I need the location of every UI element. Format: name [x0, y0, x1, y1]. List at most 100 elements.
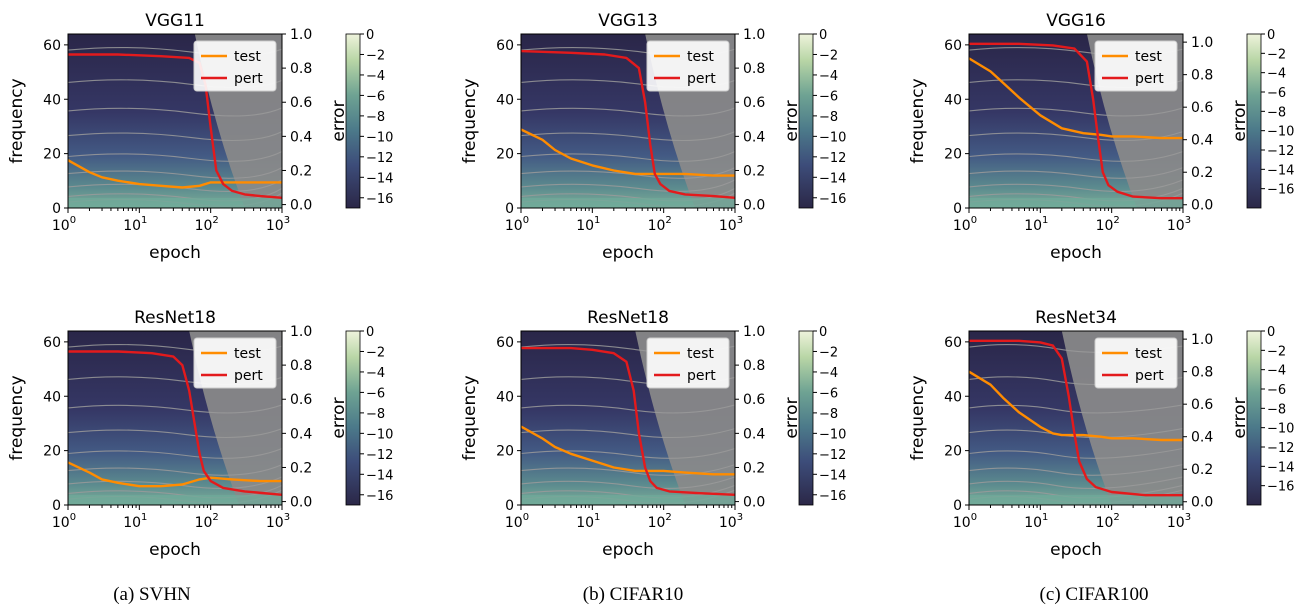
legend-label-pert: pert: [234, 71, 263, 87]
chart-title: VGG13: [598, 11, 658, 31]
series-line-pert: [68, 350, 282, 496]
right-tick-label: 0.2: [290, 460, 312, 476]
x-tick-label: 100: [953, 215, 977, 234]
colorbar-tick-label: −4: [819, 366, 838, 381]
y-tick-label: 20: [43, 147, 61, 163]
right-tick-label: 1.0: [290, 324, 312, 340]
right-tick-label: 0.2: [1191, 165, 1213, 181]
y-tick-label: 60: [43, 38, 61, 54]
right-tick-label: 0.6: [743, 392, 765, 408]
chart-title: VGG16: [1046, 11, 1106, 31]
y-tick-label: 0: [52, 498, 61, 514]
heatmap-contour: [969, 464, 1183, 476]
y-tick-label: 40: [944, 92, 962, 108]
y-axis-label: frequency: [908, 375, 928, 460]
colorbar-tick-label: −2: [1267, 47, 1286, 62]
x-tick-label: 100: [505, 215, 529, 234]
colorbar-tick-label: −10: [366, 427, 393, 442]
colorbar-tick-label: −14: [819, 171, 846, 186]
colorbar-tick-label: −16: [366, 489, 393, 504]
x-axis-label: epoch: [1050, 540, 1102, 560]
colorbar: [798, 330, 814, 506]
x-tick-label: 102: [648, 512, 672, 531]
right-tick-label: 0.6: [743, 95, 765, 111]
x-tick-exponent: 3: [1185, 215, 1191, 226]
right-tick-label: 0.8: [290, 61, 312, 77]
legend-label-test: test: [687, 49, 714, 65]
plot-frame: [520, 33, 736, 209]
right-tick-label: 0.2: [743, 163, 765, 179]
right-tick-label: 0.4: [290, 426, 312, 442]
chart-title: VGG11: [145, 11, 205, 31]
colorbar-tick-label: −4: [366, 69, 385, 84]
right-tick-label: 1.0: [1191, 35, 1213, 51]
colorbar-tick-label: 0: [366, 28, 374, 43]
heatmap-contour: [969, 447, 1183, 459]
y-tick-label: 60: [43, 335, 61, 351]
x-tick-label: 103: [1167, 512, 1191, 531]
right-tick-label: 0.6: [1191, 397, 1213, 413]
colorbar-tick-label: −16: [1267, 183, 1294, 198]
right-tick-label: 0.6: [290, 392, 312, 408]
x-tick-label: 100: [52, 215, 76, 234]
y-tick-label: 40: [43, 389, 61, 405]
y-tick-label: 60: [496, 38, 514, 54]
colorbar-tick-label: −4: [366, 366, 385, 381]
right-tick-label: 1.0: [290, 27, 312, 43]
legend-label-test: test: [1135, 49, 1162, 65]
colorbar-tick-label: −8: [366, 407, 385, 422]
colorbar-tick-label: −2: [1267, 344, 1286, 359]
colorbar-tick-label: −6: [1267, 86, 1286, 101]
colorbar-tick-label: −8: [366, 110, 385, 125]
colorbar-tick-label: −6: [1267, 383, 1286, 398]
colorbar-tick-label: −12: [366, 151, 393, 166]
heatmap-contour: [68, 179, 282, 192]
y-tick-label: 20: [944, 444, 962, 460]
chart-title: ResNet34: [1035, 308, 1117, 328]
colorbar-tick-label: −6: [366, 89, 385, 104]
heatmap-contour: [969, 150, 1183, 162]
y-axis-label: frequency: [908, 78, 928, 163]
right-tick-label: 0.2: [290, 163, 312, 179]
legend-label-pert: pert: [1135, 71, 1164, 87]
legend-label-test: test: [687, 346, 714, 362]
y-axis-label: frequency: [7, 78, 27, 163]
y-tick-label: 20: [944, 147, 962, 163]
heatmap-contour: [68, 476, 282, 489]
y-tick-label: 0: [953, 498, 962, 514]
colorbar-tick-label: −12: [1267, 441, 1294, 456]
colorbar-tick-label: −4: [819, 69, 838, 84]
x-tick-exponent: 0: [523, 215, 529, 226]
legend-label-pert: pert: [687, 71, 716, 87]
x-tick-exponent: 0: [971, 512, 977, 523]
colorbar-tick-label: −4: [1267, 67, 1286, 82]
y-axis-label: frequency: [7, 375, 27, 460]
right-tick-label: 0.4: [743, 129, 765, 145]
colorbar-tick-label: −8: [1267, 402, 1286, 417]
colorbar-tick-label: −2: [366, 345, 385, 360]
heatmap-contour: [521, 404, 735, 414]
colorbar-tick-label: −2: [819, 48, 838, 63]
colorbar-tick-label: −14: [819, 468, 846, 483]
x-tick-label: 101: [576, 215, 600, 234]
x-tick-label: 101: [123, 512, 147, 531]
heatmap-low-band: [68, 495, 282, 505]
y-tick-label: 0: [52, 201, 61, 217]
x-tick-label: 101: [576, 512, 600, 531]
heatmap-contour: [969, 179, 1183, 192]
right-tick-label: 0.0: [1191, 495, 1213, 511]
colorbar-tick-label: −12: [1267, 144, 1294, 159]
series-line-pert: [969, 42, 1183, 200]
colorbar-tick-label: −10: [819, 427, 846, 442]
x-tick-label: 102: [195, 215, 219, 234]
colorbar-tick-label: −14: [366, 171, 393, 186]
colorbar-tick-label: 0: [1267, 325, 1275, 340]
x-tick-exponent: 1: [594, 215, 600, 226]
x-axis-label: epoch: [149, 540, 201, 560]
heatmap-contour: [521, 476, 735, 489]
heatmap-contour: [68, 151, 282, 162]
heatmap-contour: [969, 167, 1183, 179]
series-line-test: [969, 57, 1183, 140]
